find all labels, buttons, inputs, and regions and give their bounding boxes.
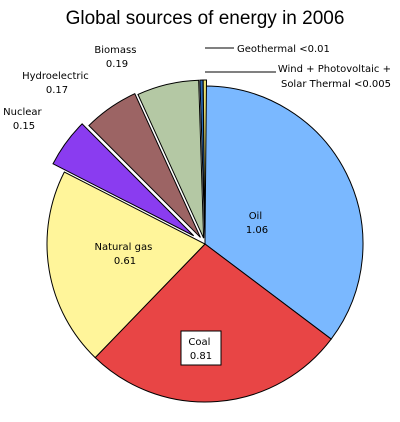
pie-slice-geothermal bbox=[202, 79, 208, 239]
pie-slice-natural-gas bbox=[46, 171, 206, 359]
hydroelectric-label: Hydroelectric 0.17 bbox=[22, 71, 92, 96]
wind-label-line2: Solar Thermal <0.005 bbox=[281, 79, 391, 90]
geothermal-label: Geothermal <0.01 bbox=[237, 44, 330, 55]
nuclear-label: Nuclear 0.15 bbox=[3, 107, 45, 132]
coal-label: Coal 0.81 bbox=[188, 337, 213, 362]
pie-slice-coal bbox=[94, 243, 332, 403]
biomass-label: Biomass 0.19 bbox=[94, 45, 139, 70]
natural-gas-label: Natural gas 0.61 bbox=[95, 242, 156, 267]
pie-slice-biomass bbox=[137, 79, 205, 239]
pie-slices bbox=[46, 79, 364, 403]
wind-label: Wind + Photovoltaic + Solar Thermal <0.0… bbox=[278, 64, 394, 90]
coal-label-box bbox=[180, 330, 222, 366]
oil-label: Oil 1.06 bbox=[246, 211, 268, 236]
pie-slice-nuclear bbox=[52, 123, 195, 237]
wind-label-line1: Wind + Photovoltaic + bbox=[278, 64, 391, 75]
pie-slice-oil bbox=[204, 85, 364, 340]
chart-title: Global sources of energy in 2006 bbox=[66, 8, 345, 29]
pie-slice-hydroelectric bbox=[88, 93, 201, 238]
